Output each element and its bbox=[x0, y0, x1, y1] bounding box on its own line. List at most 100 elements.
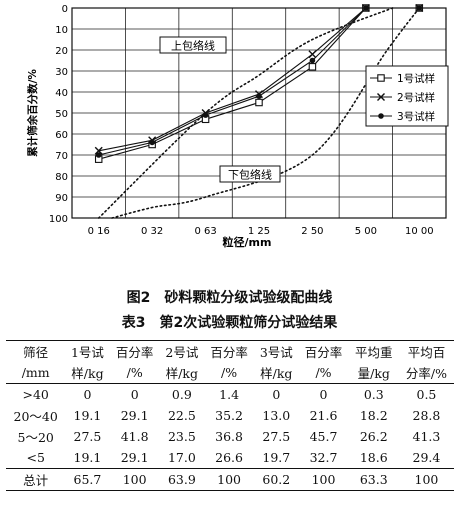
header-cell: 平均百 bbox=[398, 340, 454, 362]
y-tick-label: 100 bbox=[49, 214, 68, 225]
header-cell: /mm bbox=[6, 362, 66, 384]
table-cell: 100 bbox=[398, 468, 454, 491]
header-cell: /% bbox=[203, 362, 255, 384]
table-cell: 45.7 bbox=[309, 429, 338, 444]
series-3-point bbox=[95, 152, 102, 158]
lower-envelope-annotation: 下包络线 bbox=[219, 165, 281, 183]
x-axis-label: 粒径/mm bbox=[223, 235, 272, 249]
y-axis-label: 累计筛余百分数/% bbox=[26, 69, 39, 157]
table-cell: 21.6 bbox=[309, 408, 338, 423]
table-cell: 20～40 bbox=[13, 409, 58, 424]
table-cell: 0 bbox=[319, 387, 328, 402]
x-tick-label: 0 63 bbox=[194, 226, 216, 237]
table-cell: 0 bbox=[272, 387, 281, 402]
table-cell: 26.6 bbox=[215, 450, 243, 465]
table-cell: 19.1 bbox=[73, 408, 102, 423]
header-cell: 筛径 bbox=[6, 340, 66, 362]
table-cell: 5～20 bbox=[17, 430, 54, 445]
series-2-point-stroke bbox=[308, 50, 317, 59]
table-cell: 1.4 bbox=[219, 387, 240, 402]
table-cell: 27.5 bbox=[73, 429, 102, 444]
x-tick-label: 10 00 bbox=[405, 226, 434, 237]
y-tick-label: 0 bbox=[62, 4, 68, 15]
grading-curve-chart: 0 10 20 30 40 50 60 70 80 90 100 0 16 0 32 0 63 1 25 2 … bbox=[26, 4, 449, 249]
table-cell: 63.9 bbox=[159, 468, 204, 491]
table-cell: 0.9 bbox=[171, 387, 192, 402]
table-total-row: 总计 65.7 100 63.9 100 60.2 100 63.3 100 bbox=[6, 468, 454, 491]
table-cell: 29.1 bbox=[120, 408, 149, 423]
upper-envelope-line bbox=[97, 7, 394, 219]
y-tick-label: 60 bbox=[55, 130, 68, 141]
table-cell: 0 bbox=[83, 387, 92, 402]
table-cell: 0.3 bbox=[363, 387, 384, 402]
x-tick-label: 2 50 bbox=[301, 226, 323, 237]
y-tick-label: 70 bbox=[55, 151, 68, 162]
table-cell: 19.7 bbox=[262, 450, 291, 465]
table-cell: 60.2 bbox=[254, 468, 299, 491]
table-cell: 18.6 bbox=[359, 450, 388, 465]
legend: 1号试样 2号试样 3号试样 bbox=[365, 65, 449, 127]
series-2-point bbox=[94, 146, 103, 155]
table-cell: 29.4 bbox=[412, 450, 441, 465]
table-cell: 22.5 bbox=[167, 408, 196, 423]
legend-marker-2-stroke bbox=[377, 93, 385, 101]
series-3-point bbox=[256, 93, 262, 99]
series-1-point bbox=[308, 63, 317, 71]
table-cell: 65.7 bbox=[65, 468, 110, 491]
table-cell: 总计 bbox=[6, 468, 66, 491]
table-row: 20～40 19.1 29.1 22.5 35.2 13.0 21.6 18.2… bbox=[6, 405, 454, 426]
figure-caption: 图2 砂料颗粒分级试验级配曲线 bbox=[126, 290, 333, 306]
header-cell: 分率/% bbox=[398, 362, 454, 384]
chart-axes: 0 10 20 30 40 50 60 70 80 90 100 0 16 0 32 0 63 1 25 2 … bbox=[49, 4, 447, 237]
series-1-point bbox=[255, 98, 263, 107]
header-cell: /% bbox=[298, 362, 349, 384]
x-tick-label: 0 32 bbox=[141, 226, 163, 237]
y-tick-label: 90 bbox=[55, 193, 68, 204]
legend-label-2: 2号试样 bbox=[397, 91, 435, 104]
sieve-results-table: 筛径 1号试 百分率 2号试 百分率 3号试 百分率 平均重 平均百 /mm 样… bbox=[6, 340, 454, 491]
header-cell: 百分率 bbox=[203, 340, 255, 362]
table-cell: 17.0 bbox=[167, 450, 196, 465]
upper-envelope-label: 上包络线 bbox=[171, 39, 215, 53]
table-header-row-2: /mm 样/kg /% 样/kg /% 样/kg /% 量/kg 分率/% bbox=[6, 362, 454, 384]
table-cell: 100 bbox=[203, 468, 255, 491]
series-2-point-stroke bbox=[94, 146, 103, 155]
header-cell: 样/kg bbox=[159, 362, 204, 384]
header-cell: 3号试 bbox=[254, 340, 299, 362]
header-cell: 样/kg bbox=[65, 362, 110, 384]
y-tick-label: 10 bbox=[55, 25, 68, 36]
table-cell: 13.0 bbox=[262, 408, 291, 423]
legend-marker-2 bbox=[377, 93, 385, 101]
table-cell: 27.5 bbox=[262, 429, 291, 444]
table-cell: 100 bbox=[298, 468, 349, 491]
y-tick-label: 50 bbox=[55, 109, 68, 120]
table-cell: 23.5 bbox=[167, 429, 196, 444]
y-tick-label: 40 bbox=[55, 88, 68, 99]
header-cell: 样/kg bbox=[254, 362, 299, 384]
table-cell: 19.1 bbox=[73, 450, 102, 465]
table-row: <5 19.1 29.1 17.0 26.6 19.7 32.7 18.6 29… bbox=[6, 447, 454, 469]
series-2-point bbox=[308, 50, 317, 59]
table-cell: 28.8 bbox=[412, 408, 441, 423]
header-cell: 百分率 bbox=[109, 340, 160, 362]
header-cell: 1号试 bbox=[65, 340, 110, 362]
lower-envelope-label: 下包络线 bbox=[228, 168, 272, 182]
series-3-point bbox=[309, 57, 316, 64]
y-tick-label: 80 bbox=[55, 172, 68, 183]
table-cell: 26.2 bbox=[359, 429, 388, 444]
table-row: 5～20 27.5 41.8 23.5 36.8 27.5 45.7 26.2 … bbox=[6, 426, 454, 447]
table-cell: 41.8 bbox=[120, 429, 149, 444]
header-cell: 平均重 bbox=[348, 340, 399, 362]
y-tick-label: 30 bbox=[55, 67, 68, 78]
table-cell: 100 bbox=[109, 468, 160, 491]
legend-label-3: 3号试样 bbox=[397, 110, 435, 123]
x-tick-label: 1 25 bbox=[248, 226, 270, 237]
legend-marker-3 bbox=[378, 113, 384, 119]
upper-envelope-annotation: 上包络线 bbox=[159, 36, 227, 54]
table-cell: 41.3 bbox=[412, 429, 441, 444]
header-cell: /% bbox=[109, 362, 160, 384]
table-cell: <5 bbox=[26, 450, 45, 465]
table-cell: 18.2 bbox=[359, 408, 388, 423]
legend-label-1: 1号试样 bbox=[397, 72, 435, 85]
x-tick-label: 5 00 bbox=[355, 226, 377, 237]
